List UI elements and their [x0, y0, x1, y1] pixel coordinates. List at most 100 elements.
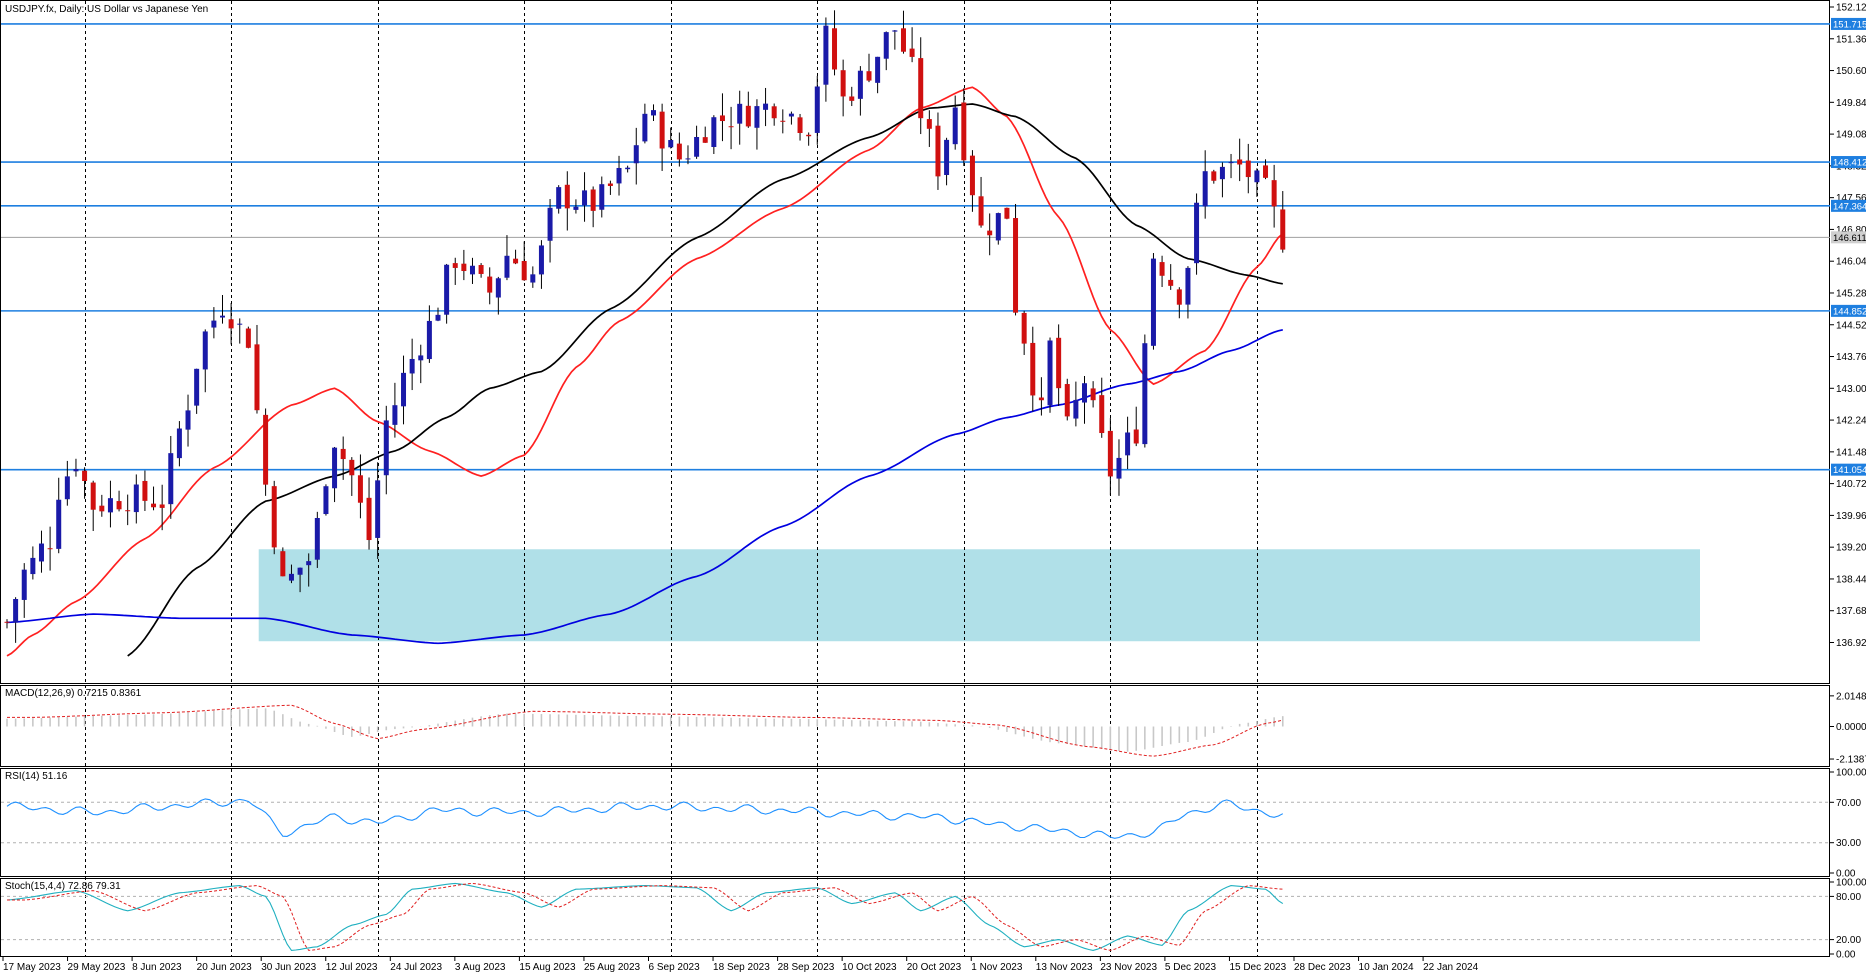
candlestick[interactable]	[469, 257, 475, 284]
candlestick[interactable]	[185, 394, 191, 447]
candlestick[interactable]	[590, 186, 596, 228]
candlestick[interactable]	[719, 93, 725, 142]
candlestick[interactable]	[383, 405, 389, 495]
candlestick[interactable]	[13, 597, 19, 643]
candlestick[interactable]	[737, 90, 743, 145]
candlestick[interactable]	[159, 484, 165, 531]
candlestick[interactable]	[194, 368, 200, 414]
candlestick[interactable]	[1116, 439, 1122, 496]
candlestick[interactable]	[73, 458, 79, 477]
candlestick[interactable]	[4, 619, 10, 629]
candlestick[interactable]	[814, 75, 820, 145]
candlestick[interactable]	[944, 137, 950, 186]
candlestick[interactable]	[280, 547, 286, 577]
candlestick[interactable]	[1271, 164, 1277, 228]
candlestick[interactable]	[1021, 310, 1027, 355]
candlestick[interactable]	[263, 408, 269, 496]
candlestick[interactable]	[297, 567, 303, 593]
candlestick[interactable]	[806, 132, 812, 146]
candlestick[interactable]	[1125, 416, 1131, 470]
candlestick[interactable]	[375, 462, 381, 559]
candlestick[interactable]	[1133, 406, 1139, 447]
candlestick[interactable]	[1176, 287, 1182, 319]
candlestick[interactable]	[21, 563, 27, 618]
candlestick[interactable]	[573, 199, 579, 214]
candlestick[interactable]	[461, 249, 467, 281]
candlestick[interactable]	[90, 480, 96, 532]
candlestick[interactable]	[556, 185, 562, 214]
candlestick[interactable]	[513, 249, 519, 265]
candlestick[interactable]	[1107, 418, 1113, 496]
candlestick[interactable]	[1013, 203, 1019, 316]
candlestick[interactable]	[840, 59, 846, 117]
candlestick[interactable]	[616, 155, 622, 196]
candlestick[interactable]	[478, 263, 484, 278]
candlestick[interactable]	[918, 37, 924, 135]
candlestick[interactable]	[1254, 168, 1260, 197]
candlestick[interactable]	[1004, 207, 1010, 220]
candlestick[interactable]	[366, 477, 372, 550]
candlestick[interactable]	[599, 176, 605, 218]
candlestick[interactable]	[530, 266, 536, 288]
candlestick[interactable]	[435, 307, 441, 322]
candlestick[interactable]	[582, 172, 588, 222]
candlestick[interactable]	[987, 213, 993, 256]
candlestick[interactable]	[288, 564, 294, 584]
candlestick[interactable]	[883, 31, 889, 71]
candlestick[interactable]	[797, 113, 803, 141]
candlestick[interactable]	[245, 326, 251, 349]
candlestick[interactable]	[857, 66, 863, 116]
candlestick[interactable]	[892, 30, 898, 50]
candlestick[interactable]	[409, 338, 415, 391]
candlestick[interactable]	[685, 145, 691, 165]
candlestick[interactable]	[900, 10, 906, 54]
candlestick[interactable]	[487, 267, 493, 305]
candlestick[interactable]	[1082, 376, 1087, 424]
candlestick[interactable]	[349, 457, 355, 496]
candlestick[interactable]	[1228, 153, 1234, 179]
candlestick[interactable]	[668, 127, 674, 149]
candlestick[interactable]	[969, 150, 975, 212]
candlestick[interactable]	[1047, 337, 1053, 413]
candlestick[interactable]	[392, 382, 398, 438]
candlestick[interactable]	[771, 103, 777, 126]
candlestick[interactable]	[875, 56, 881, 94]
candlestick[interactable]	[56, 477, 62, 554]
candlestick[interactable]	[418, 344, 424, 384]
candlestick[interactable]	[866, 53, 872, 83]
candlestick[interactable]	[220, 295, 225, 324]
candlestick[interactable]	[1064, 378, 1070, 421]
candlestick[interactable]	[133, 474, 139, 524]
candlestick[interactable]	[1073, 381, 1079, 427]
candlestick[interactable]	[642, 103, 648, 144]
candlestick[interactable]	[521, 241, 527, 281]
candlestick[interactable]	[47, 526, 53, 571]
candlestick[interactable]	[1219, 162, 1225, 198]
candlestick[interactable]	[926, 110, 932, 147]
candlestick[interactable]	[125, 494, 131, 526]
candlestick[interactable]	[254, 324, 260, 414]
candlestick[interactable]	[1168, 264, 1174, 290]
candlestick[interactable]	[952, 95, 958, 150]
candlestick[interactable]	[625, 165, 631, 173]
candlestick[interactable]	[745, 91, 751, 128]
candlestick[interactable]	[547, 199, 553, 263]
candlestick[interactable]	[633, 127, 639, 185]
candlestick[interactable]	[444, 263, 450, 324]
candlestick[interactable]	[151, 486, 157, 511]
candlestick[interactable]	[1245, 143, 1251, 194]
candlestick[interactable]	[340, 436, 346, 480]
candlestick[interactable]	[176, 421, 182, 467]
candlestick[interactable]	[694, 125, 700, 159]
candlestick[interactable]	[1237, 138, 1243, 182]
candlestick[interactable]	[1142, 334, 1148, 448]
candlestick[interactable]	[107, 480, 113, 528]
candlestick[interactable]	[323, 484, 329, 516]
candlestick[interactable]	[1185, 266, 1191, 319]
candlestick[interactable]	[832, 10, 838, 76]
candlestick[interactable]	[728, 106, 734, 150]
candlestick[interactable]	[961, 88, 967, 167]
candlestick[interactable]	[82, 467, 88, 499]
candlestick[interactable]	[1263, 159, 1269, 180]
